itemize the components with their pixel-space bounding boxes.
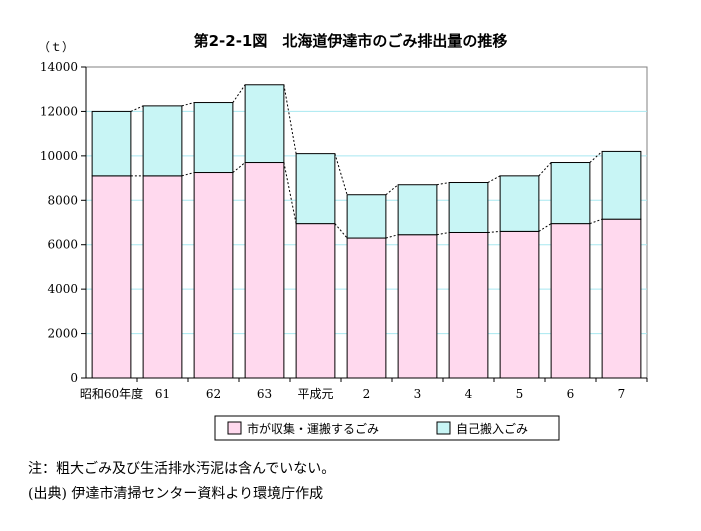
connector-line-total xyxy=(181,102,195,107)
axes: 0 2000 4000 6000 8000 10000 12000 14000 昭和60年度 61… xyxy=(40,60,648,401)
legend-box xyxy=(214,415,560,441)
bar-segment-collected xyxy=(295,223,336,379)
bar-segment-collected xyxy=(91,175,132,379)
legend-label-self-delivered: 自己搬入ごみ xyxy=(456,421,528,436)
connector-line-collected xyxy=(334,223,348,239)
connector-line-total xyxy=(385,184,399,196)
connector-lines xyxy=(130,84,603,239)
x-tick-label: 3 xyxy=(414,387,422,401)
x-tick-label: 62 xyxy=(206,387,221,401)
x-tick-label: 63 xyxy=(257,387,272,401)
bar-segment-self-delivered xyxy=(142,105,183,177)
connector-line-total xyxy=(130,105,144,112)
connector-line-total xyxy=(436,182,450,186)
bar-segment-collected xyxy=(244,162,285,379)
y-axis-unit: （ｔ） xyxy=(38,40,75,54)
x-tick-label: 昭和60年度 xyxy=(80,386,143,401)
bar-segment-collected xyxy=(193,172,234,379)
connector-line-collected xyxy=(385,234,399,239)
footnote: 注：粗大ごみ及び生活排水汚泥は含んでいない。 xyxy=(28,461,336,477)
x-tick-label: 2 xyxy=(363,387,371,401)
x-tick-label: 7 xyxy=(618,387,626,401)
connector-line-total xyxy=(487,175,501,183)
connector-line-collected xyxy=(589,218,603,225)
x-tick-label: 6 xyxy=(567,387,575,401)
legend-swatch-self-delivered xyxy=(436,421,451,435)
connector-line-collected xyxy=(436,232,450,236)
bar-segment-self-delivered xyxy=(295,153,336,225)
bar-segment-collected xyxy=(397,234,438,379)
source-note: (出典) 伊達市清掃センター資料より環境庁作成 xyxy=(28,486,324,502)
connector-line-collected xyxy=(283,162,297,224)
connector-line-total xyxy=(538,162,552,177)
bar-segment-self-delivered xyxy=(346,194,387,239)
bar-segment-self-delivered xyxy=(601,150,642,220)
bar-segment-self-delivered xyxy=(193,102,234,174)
bar-segment-collected xyxy=(142,175,183,379)
bar-segment-self-delivered xyxy=(397,184,438,236)
connector-line-collected xyxy=(181,172,195,177)
connector-line-total xyxy=(283,84,297,154)
connector-line-total xyxy=(232,84,246,103)
y-tick-label: 14000 xyxy=(40,60,78,74)
connector-line-total xyxy=(589,151,603,163)
connector-line-collected xyxy=(538,223,552,232)
y-tick-label: 10000 xyxy=(40,149,78,163)
connector-line-total xyxy=(334,153,348,195)
x-tick-label: 61 xyxy=(155,387,170,401)
y-tick-label: 12000 xyxy=(40,104,78,118)
legend-swatch-collected xyxy=(227,421,242,435)
bar-segment-self-delivered xyxy=(448,182,489,233)
bar-segment-self-delivered xyxy=(499,175,540,232)
x-tick-label: 5 xyxy=(516,387,524,401)
bar-segment-collected xyxy=(346,237,387,379)
x-tick-label: 平成元 xyxy=(297,387,333,401)
x-tick-label: 4 xyxy=(465,387,473,401)
bar-segment-collected xyxy=(601,218,642,379)
bar-segment-collected xyxy=(499,230,540,379)
bar-segment-self-delivered xyxy=(550,162,591,225)
connector-line-collected xyxy=(232,162,246,173)
y-tick-label: 2000 xyxy=(47,327,78,341)
bar-segment-self-delivered xyxy=(244,84,285,164)
y-tick-label: 0 xyxy=(70,371,78,385)
bar-segment-self-delivered xyxy=(91,110,132,177)
legend: 市が収集・運搬するごみ 自己搬入ごみ xyxy=(214,415,560,441)
y-tick-label: 6000 xyxy=(47,238,78,252)
connector-line-collected xyxy=(487,230,501,233)
bar-segment-collected xyxy=(448,231,489,379)
y-tick-label: 4000 xyxy=(47,282,78,296)
bar-segment-collected xyxy=(550,223,591,379)
bars xyxy=(91,84,642,379)
legend-label-collected: 市が収集・運搬するごみ xyxy=(247,421,379,436)
y-tick-label: 8000 xyxy=(47,193,78,207)
chart-title: 第2-2-1図 北海道伊達市のごみ排出量の推移 xyxy=(193,32,508,50)
